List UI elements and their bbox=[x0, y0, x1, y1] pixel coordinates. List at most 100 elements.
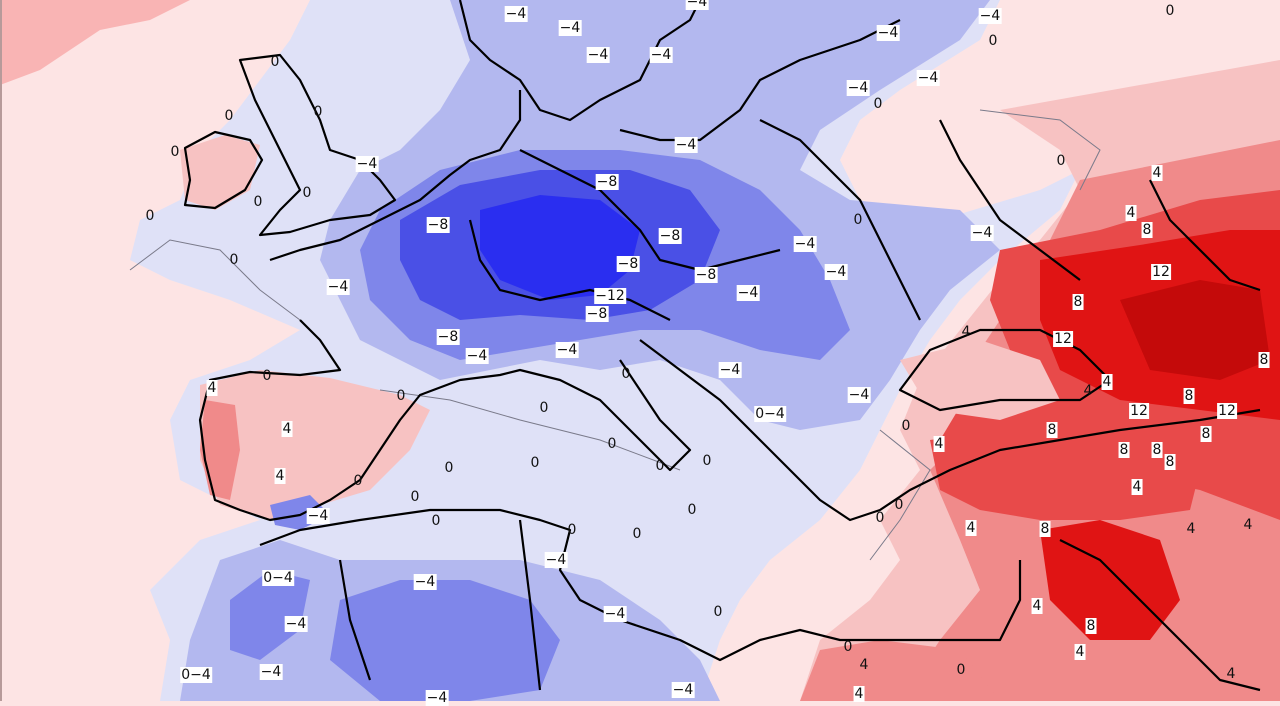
contour-label: 4 bbox=[853, 686, 865, 702]
contour-label: −4 bbox=[465, 348, 489, 364]
contour-label: 0 bbox=[170, 144, 180, 160]
contour-label: −8 bbox=[436, 329, 460, 345]
contour-label: −4 bbox=[824, 264, 848, 280]
contour-label: 0 bbox=[567, 522, 577, 538]
contour-label: 8 bbox=[1151, 442, 1163, 458]
contour-label: 12 bbox=[1053, 331, 1073, 347]
warm-syria bbox=[1040, 520, 1180, 640]
contour-label: −4 bbox=[558, 20, 582, 36]
contour-label: −4 bbox=[793, 236, 817, 252]
contour-label: 0−4 bbox=[180, 667, 212, 683]
contour-label: 4 bbox=[1101, 374, 1113, 390]
contour-label: 8 bbox=[1072, 294, 1084, 310]
contour-label: −4 bbox=[970, 225, 994, 241]
contour-label: −4 bbox=[847, 387, 871, 403]
contour-label: −4 bbox=[544, 552, 568, 568]
contour-label: −4 bbox=[326, 279, 350, 295]
contour-label: 8 bbox=[1046, 422, 1058, 438]
contour-label: 4 bbox=[1031, 598, 1043, 614]
contour-label: 4 bbox=[1083, 383, 1093, 399]
warm-east-band-5 bbox=[1120, 280, 1270, 380]
contour-label: 0 bbox=[894, 497, 904, 513]
contour-label: 0 bbox=[224, 108, 234, 124]
contour-label: 0 bbox=[621, 366, 631, 382]
contour-label: 0 bbox=[875, 510, 885, 526]
contour-label: −4 bbox=[736, 285, 760, 301]
contour-label: 0 bbox=[873, 96, 883, 112]
contour-label: 4 bbox=[274, 468, 286, 484]
contour-label: 0 bbox=[262, 368, 272, 384]
warm-egypt bbox=[800, 640, 1000, 701]
contour-label: −8 bbox=[585, 306, 609, 322]
warm-iberia bbox=[200, 370, 430, 520]
contour-label: 0 bbox=[313, 104, 323, 120]
contour-label: −4 bbox=[555, 342, 579, 358]
contour-label: 0 bbox=[901, 418, 911, 434]
contour-label: 0 bbox=[1165, 3, 1175, 19]
contour-label: 0 bbox=[687, 502, 697, 518]
contour-label: −4 bbox=[876, 25, 900, 41]
contour-label: 4 bbox=[281, 421, 293, 437]
contour-label: −4 bbox=[259, 664, 283, 680]
map-frame-edge bbox=[0, 0, 2, 701]
contour-label: 4 bbox=[1186, 521, 1196, 537]
contour-label: 4 bbox=[1074, 644, 1086, 660]
contour-label: −4 bbox=[306, 508, 330, 524]
warm-ireland bbox=[180, 135, 260, 210]
contour-label: 12 bbox=[1129, 403, 1149, 419]
contour-label: −4 bbox=[504, 6, 528, 22]
contour-label: 8 bbox=[1200, 426, 1212, 442]
contour-label: 0 bbox=[353, 473, 363, 489]
contour-label: −8 bbox=[658, 228, 682, 244]
contour-label: 12 bbox=[1217, 403, 1237, 419]
contour-label: 0 bbox=[539, 400, 549, 416]
contour-label: 12 bbox=[1151, 264, 1171, 280]
contour-label: 0 bbox=[410, 489, 420, 505]
contour-label: 0 bbox=[444, 460, 454, 476]
contour-label: 0 bbox=[1056, 153, 1066, 169]
contour-label: −4 bbox=[355, 156, 379, 172]
coastlines bbox=[183, 0, 1261, 692]
contour-label: −8 bbox=[616, 256, 640, 272]
contour-label: 0 bbox=[607, 436, 617, 452]
contour-label: 8 bbox=[1039, 521, 1051, 537]
contour-label: 4 bbox=[933, 436, 945, 452]
contour-label: 0 bbox=[431, 513, 441, 529]
contour-label: 0 bbox=[396, 388, 406, 404]
contour-label: 8 bbox=[1258, 352, 1270, 368]
contour-label: 0 bbox=[270, 54, 280, 70]
contour-label: 0 bbox=[655, 458, 665, 474]
cool-north-africa-2 bbox=[330, 580, 560, 701]
contour-label: −4 bbox=[718, 362, 742, 378]
contour-label: 8 bbox=[1118, 442, 1130, 458]
contour-label: −12 bbox=[594, 288, 626, 304]
contour-label: 0 bbox=[229, 252, 239, 268]
contour-label: −4 bbox=[649, 47, 673, 63]
contour-label: −4 bbox=[413, 574, 437, 590]
contour-label: 4 bbox=[1125, 205, 1137, 221]
contour-label: 0 bbox=[253, 194, 263, 210]
contour-label: 8 bbox=[1164, 454, 1176, 470]
contour-label: 4 bbox=[859, 657, 869, 673]
contour-label: −8 bbox=[426, 217, 450, 233]
contour-label: 0 bbox=[302, 185, 312, 201]
contour-label: 4 bbox=[1243, 517, 1253, 533]
contour-label: 4 bbox=[1131, 479, 1143, 495]
contour-label: 0−4 bbox=[262, 570, 294, 586]
contour-label: −4 bbox=[685, 0, 709, 10]
contour-label: −4 bbox=[671, 682, 695, 698]
contour-label: 0 bbox=[713, 604, 723, 620]
contour-label: 0 bbox=[702, 453, 712, 469]
cool-morocco bbox=[230, 570, 310, 660]
contour-label: 0 bbox=[853, 212, 863, 228]
contour-label: 8 bbox=[1141, 222, 1153, 238]
warm-turkey bbox=[930, 430, 1200, 520]
contour-label: −4 bbox=[916, 70, 940, 86]
contour-label: −4 bbox=[603, 606, 627, 622]
contour-label: 4 bbox=[1151, 165, 1163, 181]
warm-band-atlantic bbox=[0, 0, 190, 85]
cool-band-4 bbox=[480, 195, 640, 300]
contour-label: −4 bbox=[846, 80, 870, 96]
contour-lines bbox=[129, 109, 1101, 561]
